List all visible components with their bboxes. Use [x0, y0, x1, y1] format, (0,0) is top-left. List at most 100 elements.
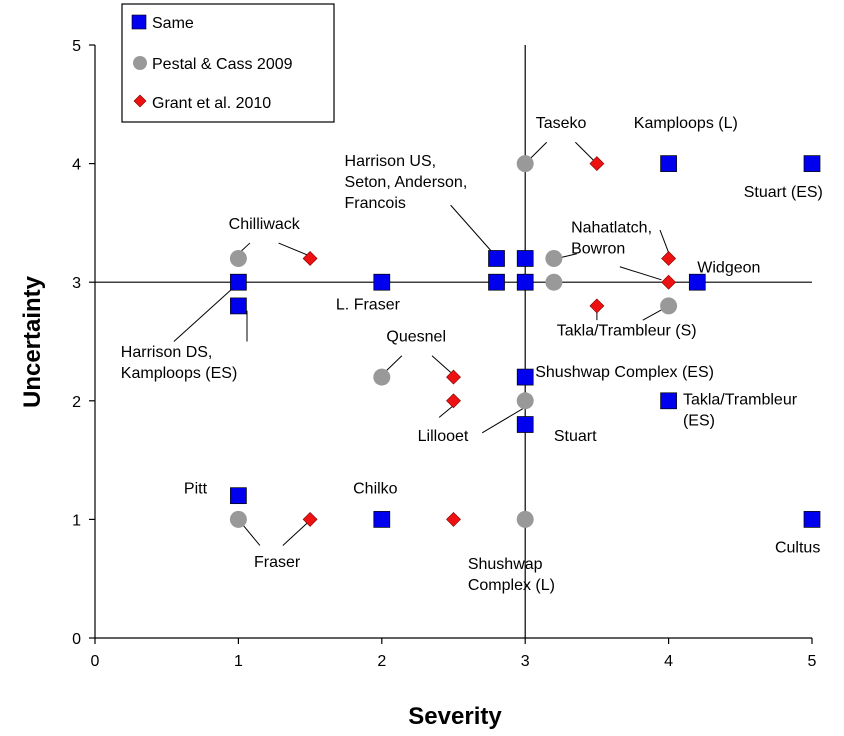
annotation-leader-line — [659, 229, 670, 253]
annotation-line: Takla/Trambleur — [683, 391, 798, 408]
annotation-label: Harrison US, Seton, Anderson, Francois — [345, 153, 468, 212]
annotation-line: Stuart — [554, 428, 597, 445]
legend-label-pestal: Pestal & Cass 2009 — [152, 56, 293, 73]
annotation-label: L. Fraser — [336, 296, 401, 313]
annotation-line: Francois — [345, 195, 406, 212]
point-grant — [302, 251, 318, 266]
legend-marker-pestal — [133, 56, 147, 70]
annotation-label: Chilliwack — [229, 216, 301, 233]
x-tick-label: 3 — [521, 653, 530, 670]
annotation-line: Widgeon — [697, 260, 760, 277]
annotation-label: Takla/Trambleur (ES) — [683, 391, 798, 429]
point-same — [516, 273, 534, 291]
point-pestal-cass — [660, 297, 678, 315]
point-grant — [589, 156, 605, 172]
annotation-label: Lillooet — [418, 428, 469, 445]
y-tick-label: 5 — [72, 38, 81, 55]
x-axis-title: Severity — [408, 703, 502, 730]
annotation-line: Bowron — [571, 240, 625, 257]
x-tick-label: 5 — [808, 653, 817, 670]
annotation-line: Cultus — [775, 540, 820, 557]
annotation-line: (ES) — [683, 412, 715, 429]
point-pestal-cass — [545, 273, 563, 291]
point-same — [803, 155, 821, 172]
point-same — [660, 392, 677, 410]
annotation-line: Taseko — [536, 115, 587, 132]
annotation-line: Pitt — [184, 480, 208, 497]
annotation-leader-line — [619, 266, 662, 281]
annotation-leader-line — [450, 204, 495, 255]
y-tick-label: 0 — [72, 631, 81, 648]
annotations: Taseko Kamploops (L) Stuart (ES) Harrison U… — [121, 115, 823, 594]
legend-marker-grant — [133, 94, 147, 108]
annotation-line: Shushwap Complex (ES) — [535, 364, 714, 381]
annotation-line: Kamploops (ES) — [121, 365, 238, 382]
annotation-label: Chilko — [353, 480, 398, 497]
point-pestal-cass — [373, 368, 391, 386]
annotation-label: Stuart (ES) — [744, 184, 823, 201]
axes: 0 1 2 3 4 5 0 1 2 3 4 5 — [72, 38, 816, 670]
annotation-line: Quesnel — [386, 329, 446, 346]
annotation-label: Nahatlatch, Bowron — [571, 219, 652, 257]
annotation-leader-line — [173, 285, 236, 342]
annotation-label: Shushwap Complex (ES) — [535, 364, 714, 381]
point-same — [230, 297, 247, 315]
annotation-line: Harrison DS, — [121, 344, 213, 361]
annotation-line: Harrison US, — [345, 153, 437, 170]
point-same — [688, 273, 706, 291]
annotation-line: Shushwap — [468, 556, 543, 573]
annotation-leader-line — [240, 522, 261, 546]
point-pestal-cass — [229, 510, 247, 528]
annotation-leader-line — [384, 355, 403, 373]
annotation-line: Stuart (ES) — [744, 184, 823, 201]
annotation-line: Nahatlatch, — [571, 219, 652, 236]
annotation-leader-line — [481, 405, 529, 434]
point-same — [516, 368, 534, 386]
annotation-label: Stuart — [554, 428, 597, 445]
y-tick-label: 3 — [72, 275, 81, 292]
annotation-label: Pitt — [184, 480, 208, 497]
point-grant — [446, 511, 461, 527]
legend-box — [121, 3, 335, 123]
point-same — [230, 487, 247, 505]
legend-label-grant: Grant et al. 2010 — [152, 95, 271, 112]
point-grant — [661, 274, 677, 290]
point-pestal-cass — [516, 392, 534, 410]
point-same — [488, 250, 505, 267]
point-same — [516, 416, 534, 433]
point-same — [488, 273, 505, 291]
point-grant — [661, 251, 677, 266]
point-grant — [446, 369, 461, 385]
point-same — [373, 511, 391, 528]
annotation-line: Chilko — [353, 480, 398, 497]
annotation-leader-line — [431, 355, 451, 373]
annotation-label: Harrison DS, Kamploops (ES) — [121, 344, 238, 382]
annotation-line: Complex (L) — [468, 577, 555, 594]
annotation-label: Cultus — [775, 540, 820, 557]
point-grant — [589, 298, 605, 314]
annotation-label: Widgeon — [697, 260, 760, 277]
annotation-line: Lillooet — [418, 428, 469, 445]
point-pestal-cass — [516, 155, 534, 173]
x-tick-label: 0 — [91, 653, 100, 670]
legend: Same Pestal & Cass 2009 Grant et al. 201… — [121, 3, 335, 123]
y-tick-label: 2 — [72, 394, 81, 411]
legend-marker-same — [131, 14, 147, 30]
annotation-label: Kamploops (L) — [634, 115, 738, 132]
data-points — [229, 155, 821, 528]
point-pestal-cass — [229, 249, 247, 267]
annotation-label: Fraser — [254, 554, 301, 571]
annotation-leader-line — [438, 405, 454, 418]
annotation-line: Kamploops (L) — [634, 115, 738, 132]
point-same — [373, 273, 391, 291]
y-tick-label: 4 — [72, 157, 81, 174]
y-axis-title: Uncertainty — [19, 275, 46, 408]
annotation-line: Takla/Trambleur (S) — [557, 323, 697, 340]
point-grant — [446, 393, 461, 409]
annotation-line: Chilliwack — [229, 216, 301, 233]
point-grant — [302, 511, 318, 527]
x-tick-label: 2 — [377, 653, 386, 670]
annotation-line: L. Fraser — [336, 296, 401, 313]
legend-label-same: Same — [152, 15, 194, 32]
